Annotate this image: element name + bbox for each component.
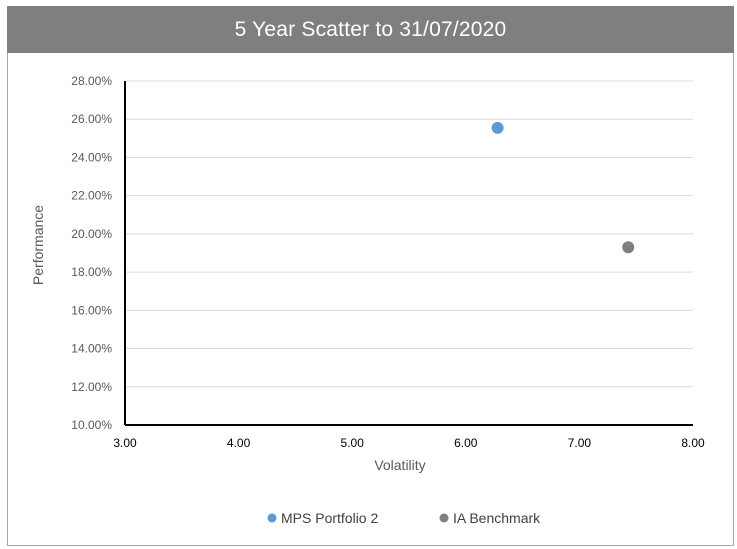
y-axis-title: Performance	[30, 205, 46, 285]
y-tick-label: 14.00%	[71, 342, 112, 356]
y-tick-label: 18.00%	[71, 265, 112, 279]
x-tick-labels: 3.00 4.00 5.00 6.00 7.00 8.00	[113, 436, 705, 450]
x-tick-label: 5.00	[341, 436, 365, 450]
data-point	[622, 241, 635, 254]
y-tick-labels: 10.00% 12.00% 14.00% 16.00% 18.00% 20.00% 22.0…	[71, 74, 112, 432]
data-point	[491, 121, 504, 134]
gridlines	[125, 80, 693, 388]
chart-frame	[7, 6, 734, 546]
legend: MPS Portfolio 2 IA Benchmark	[267, 510, 541, 526]
legend-marker	[439, 513, 449, 523]
x-axis-title: Volatility	[374, 457, 425, 473]
x-tick-label: 4.00	[227, 436, 251, 450]
legend-label: MPS Portfolio 2	[281, 510, 378, 526]
x-tick-label: 8.00	[681, 436, 705, 450]
y-tick-label: 28.00%	[71, 74, 112, 88]
y-tick-label: 12.00%	[71, 380, 112, 394]
data-points	[491, 121, 635, 254]
y-tick-label: 22.00%	[71, 189, 112, 203]
x-tick-label: 7.00	[568, 436, 592, 450]
y-tick-label: 16.00%	[71, 303, 112, 317]
x-tick-label: 6.00	[454, 436, 478, 450]
legend-label: IA Benchmark	[453, 510, 541, 526]
axes	[124, 81, 693, 426]
y-tick-label: 20.00%	[71, 227, 112, 241]
legend-marker	[267, 513, 277, 523]
y-tick-label: 26.00%	[71, 112, 112, 126]
chart-title: 5 Year Scatter to 31/07/2020	[7, 6, 734, 53]
y-tick-label: 24.00%	[71, 150, 112, 164]
x-tick-label: 3.00	[113, 436, 137, 450]
y-tick-label: 10.00%	[71, 418, 112, 432]
